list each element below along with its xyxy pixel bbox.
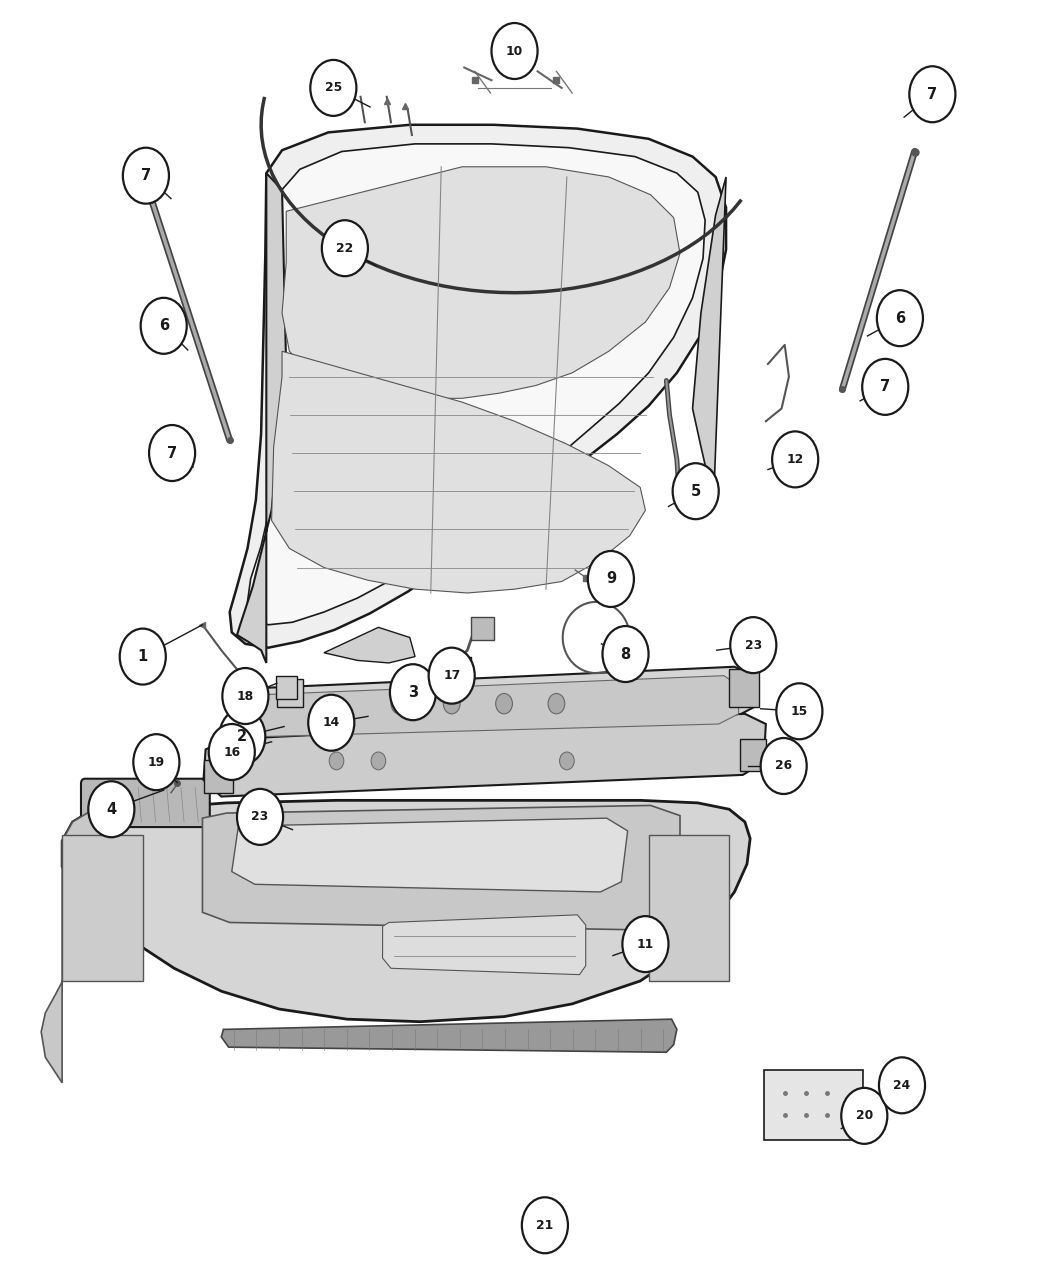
- Circle shape: [491, 23, 538, 79]
- Polygon shape: [230, 125, 726, 648]
- Text: 2: 2: [237, 729, 248, 745]
- Polygon shape: [693, 177, 726, 504]
- Polygon shape: [237, 173, 287, 663]
- Polygon shape: [203, 806, 680, 929]
- Circle shape: [841, 1088, 887, 1144]
- Text: 6: 6: [159, 319, 169, 333]
- Circle shape: [237, 789, 284, 845]
- Polygon shape: [248, 144, 706, 625]
- Circle shape: [879, 1057, 925, 1113]
- Text: 7: 7: [141, 168, 151, 184]
- Text: 3: 3: [407, 685, 418, 700]
- Polygon shape: [245, 676, 738, 737]
- Text: 9: 9: [606, 571, 616, 587]
- Circle shape: [673, 463, 719, 519]
- Circle shape: [760, 738, 806, 794]
- Text: 24: 24: [894, 1079, 910, 1091]
- Text: 7: 7: [927, 87, 938, 102]
- Polygon shape: [41, 810, 117, 1082]
- Circle shape: [223, 668, 269, 724]
- Text: 20: 20: [856, 1109, 873, 1122]
- Polygon shape: [62, 801, 750, 1021]
- Circle shape: [390, 664, 436, 720]
- Circle shape: [522, 1197, 568, 1253]
- Circle shape: [496, 694, 512, 714]
- Polygon shape: [232, 819, 628, 892]
- Text: 11: 11: [636, 937, 654, 951]
- Circle shape: [88, 782, 134, 838]
- Bar: [729, 669, 758, 708]
- Circle shape: [120, 629, 166, 685]
- Bar: [470, 617, 494, 640]
- Circle shape: [588, 551, 634, 607]
- Circle shape: [391, 694, 407, 714]
- Circle shape: [603, 626, 649, 682]
- Polygon shape: [324, 627, 415, 663]
- Bar: [277, 680, 303, 708]
- Bar: [649, 835, 729, 980]
- Text: 10: 10: [506, 45, 523, 57]
- Circle shape: [133, 734, 180, 790]
- Circle shape: [443, 694, 460, 714]
- Bar: [739, 740, 765, 771]
- Circle shape: [309, 695, 354, 751]
- Text: 1: 1: [138, 649, 148, 664]
- Text: 23: 23: [251, 811, 269, 824]
- Circle shape: [149, 425, 195, 481]
- Text: 4: 4: [106, 802, 117, 817]
- Circle shape: [219, 709, 266, 765]
- Circle shape: [209, 724, 255, 780]
- Text: 5: 5: [691, 483, 700, 499]
- Polygon shape: [230, 667, 753, 742]
- Circle shape: [371, 752, 385, 770]
- Text: 17: 17: [443, 669, 460, 682]
- Circle shape: [909, 66, 956, 122]
- Circle shape: [776, 683, 822, 740]
- Text: 16: 16: [224, 746, 240, 759]
- Text: 18: 18: [236, 690, 254, 703]
- Polygon shape: [272, 351, 646, 593]
- Circle shape: [877, 291, 923, 346]
- Circle shape: [311, 60, 356, 116]
- Text: 6: 6: [895, 311, 905, 325]
- Circle shape: [141, 298, 187, 353]
- Bar: [276, 676, 297, 699]
- Text: 22: 22: [336, 242, 354, 255]
- Text: 26: 26: [775, 760, 793, 773]
- Bar: [204, 760, 233, 793]
- Text: 7: 7: [880, 380, 890, 394]
- Text: 7: 7: [167, 445, 177, 460]
- Circle shape: [862, 358, 908, 414]
- Circle shape: [548, 694, 565, 714]
- Circle shape: [623, 917, 669, 972]
- Polygon shape: [382, 915, 586, 974]
- Text: 25: 25: [324, 82, 342, 94]
- Text: 21: 21: [537, 1219, 553, 1232]
- Polygon shape: [204, 714, 765, 797]
- Polygon shape: [282, 167, 680, 398]
- Circle shape: [772, 431, 818, 487]
- Bar: [62, 835, 143, 980]
- Text: 23: 23: [744, 639, 762, 652]
- Text: 15: 15: [791, 705, 808, 718]
- Circle shape: [329, 752, 343, 770]
- Circle shape: [322, 221, 368, 277]
- FancyBboxPatch shape: [81, 779, 210, 827]
- Text: 8: 8: [621, 646, 631, 662]
- Bar: [763, 1070, 863, 1140]
- Text: 12: 12: [786, 453, 804, 465]
- Polygon shape: [222, 1019, 677, 1052]
- Circle shape: [730, 617, 776, 673]
- Circle shape: [123, 148, 169, 204]
- Circle shape: [428, 648, 475, 704]
- Circle shape: [560, 752, 574, 770]
- Text: 19: 19: [148, 756, 165, 769]
- Text: 14: 14: [322, 717, 340, 729]
